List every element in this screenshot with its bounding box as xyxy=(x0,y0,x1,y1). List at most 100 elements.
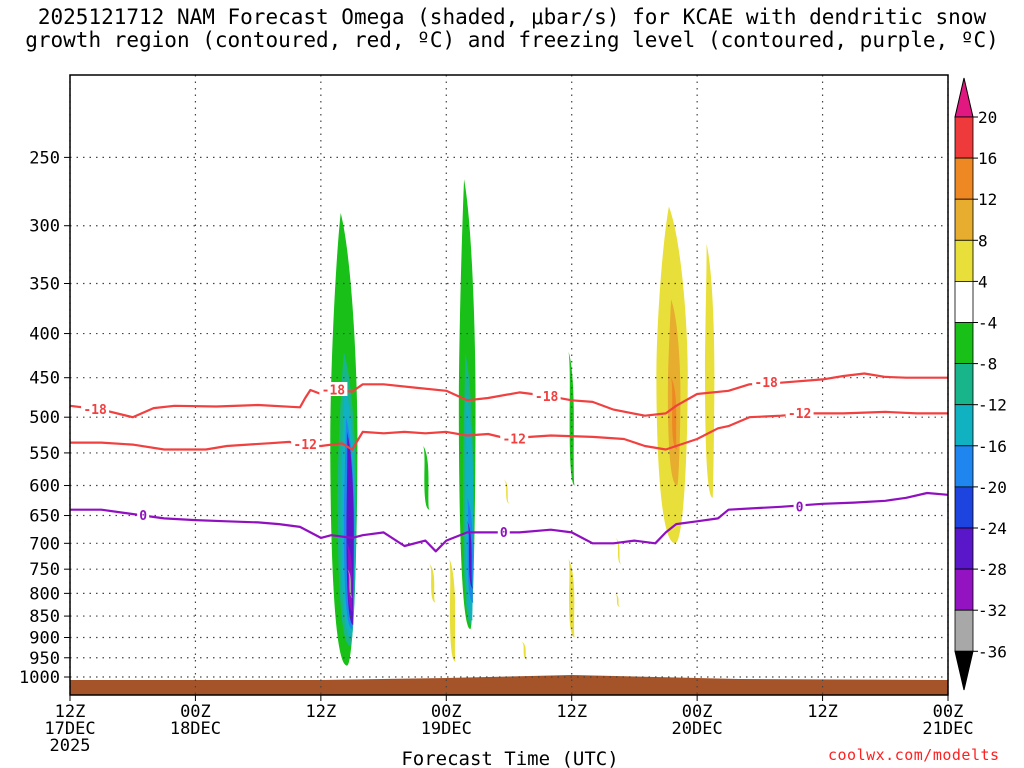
colorbar-swatch xyxy=(954,609,974,652)
colorbar-swatch xyxy=(954,116,974,159)
colorbar-label: -16 xyxy=(978,437,1007,456)
contour-label-bg xyxy=(497,524,510,539)
y-tick-label: 250 xyxy=(29,148,60,168)
contour-label: -18 xyxy=(322,383,346,398)
y-tick-label: 500 xyxy=(29,408,60,428)
omega-negative-region xyxy=(467,521,474,589)
x-tick-label: 12Z xyxy=(556,702,587,722)
colorbar-label: -8 xyxy=(978,355,997,374)
omega-positive-region xyxy=(671,377,678,450)
colorbar-label: -32 xyxy=(978,601,1007,620)
colorbar: 20 16 12 8 4 -4 -8 -12 -16 -20 -24 -28 -32 -36 xyxy=(954,77,1007,691)
contour-label-bg xyxy=(291,436,320,451)
contour-lines: -18 -18 -18 -18 -12 -12 -12 0 0 0 xyxy=(70,372,948,553)
y-tick-label: 400 xyxy=(29,325,60,345)
y-tick-label: 300 xyxy=(29,217,60,237)
x-tick-label: 17DEC xyxy=(44,719,95,739)
y-tick-label: 700 xyxy=(29,534,60,554)
omega-positive-region xyxy=(615,537,622,565)
y-tick-label: 850 xyxy=(29,607,60,627)
omega-positive-region xyxy=(449,559,456,662)
colorbar-label: -4 xyxy=(978,314,997,333)
x-tick-label: 2025 xyxy=(50,736,91,756)
y-tick-label: 350 xyxy=(29,275,60,295)
x-tick-label: 12Z xyxy=(55,702,86,722)
omega-positive-region xyxy=(521,641,528,660)
omega-positive-region xyxy=(614,593,621,608)
colorbar-label: 16 xyxy=(978,149,997,168)
x-tick-label: 18DEC xyxy=(170,719,221,739)
colorbar-swatch xyxy=(954,445,974,488)
omega-positive-region xyxy=(704,244,715,498)
omega-positive-region xyxy=(568,559,575,638)
x-tick-label: 00Z xyxy=(180,702,211,722)
grid-lines xyxy=(69,75,949,695)
colorbar-top-arrow xyxy=(954,77,974,118)
y-tick-label: 800 xyxy=(29,584,60,604)
x-axis-label: Forecast Time (UTC) xyxy=(401,748,618,768)
y-axis-ticks: 250 300 350 400 450 500 550 600 650 700 750 800 8509… xyxy=(19,148,70,688)
colorbar-swatch xyxy=(954,198,974,241)
colorbar-swatch xyxy=(954,239,974,282)
y-tick-label: 550 xyxy=(29,444,60,464)
x-tick-label: 20DEC xyxy=(672,719,723,739)
contour-freezing xyxy=(70,491,948,553)
colorbar-swatch xyxy=(954,527,974,570)
omega-negative-region xyxy=(346,569,354,599)
colorbar-label: -12 xyxy=(978,396,1007,415)
colorbar-swatch xyxy=(954,157,974,200)
contour-label-bg xyxy=(752,374,781,389)
chart-title-line2: growth region (contoured, red, ºC) and f… xyxy=(25,28,999,52)
colorbar-bottom-arrow xyxy=(954,650,974,691)
contour-label-bg xyxy=(793,498,806,513)
ground-layer xyxy=(70,675,948,695)
colorbar-label: -28 xyxy=(978,560,1007,579)
y-tick-label: 450 xyxy=(29,369,60,389)
omega-positive-region xyxy=(429,564,436,603)
colorbar-swatch xyxy=(954,404,974,447)
contour-label-bg xyxy=(532,388,561,403)
omega-shading xyxy=(330,179,715,666)
contour-label-bg xyxy=(500,431,529,446)
colorbar-swatch xyxy=(954,280,974,323)
colorbar-label: -36 xyxy=(978,642,1007,661)
omega-negative-region xyxy=(423,446,430,510)
contour-label-bg xyxy=(319,381,348,396)
colorbar-label: 20 xyxy=(978,108,997,127)
y-tick-label: 650 xyxy=(29,507,60,527)
contour-label: -12 xyxy=(293,438,316,453)
contour-minus12 xyxy=(70,410,948,451)
x-tick-label: 12Z xyxy=(305,702,336,722)
contour-label: -12 xyxy=(788,407,811,422)
x-tick-label: 19DEC xyxy=(421,719,472,739)
y-tick-label: 1000 xyxy=(19,668,60,688)
plot-frame xyxy=(69,74,949,696)
colorbar-swatch xyxy=(954,363,974,406)
contour-label: -18 xyxy=(754,376,778,391)
chart-title-line1: 2025121712 NAM Forecast Omega (shaded, μ… xyxy=(37,5,987,29)
omega-negative-region xyxy=(568,351,575,486)
y-tick-label: 900 xyxy=(29,629,60,649)
x-tick-label: 00Z xyxy=(431,702,462,722)
contour-label-bg xyxy=(137,507,150,522)
x-tick-label: 00Z xyxy=(682,702,713,722)
x-tick-label: 00Z xyxy=(933,702,964,722)
y-tick-label: 600 xyxy=(29,477,60,497)
contour-label-bg xyxy=(785,405,814,420)
chart-title: 2025121712 NAM Forecast Omega (shaded, μ… xyxy=(0,6,1024,52)
colorbar-label: 8 xyxy=(978,231,988,250)
x-tick-label: 21DEC xyxy=(922,719,973,739)
colorbar-label: 4 xyxy=(978,272,988,291)
contour-label: -18 xyxy=(535,390,559,405)
x-tick-label: 12Z xyxy=(807,702,838,722)
credit-text: coolwx.com/modelts xyxy=(828,746,1000,764)
contour-label: 0 xyxy=(139,509,147,524)
colorbar-label: -20 xyxy=(978,478,1007,497)
colorbar-label: -24 xyxy=(978,519,1007,538)
contour-label-bg xyxy=(81,401,110,416)
y-tick-label: 750 xyxy=(29,560,60,580)
ground-surface xyxy=(70,675,948,695)
contour-minus18 xyxy=(70,372,948,419)
